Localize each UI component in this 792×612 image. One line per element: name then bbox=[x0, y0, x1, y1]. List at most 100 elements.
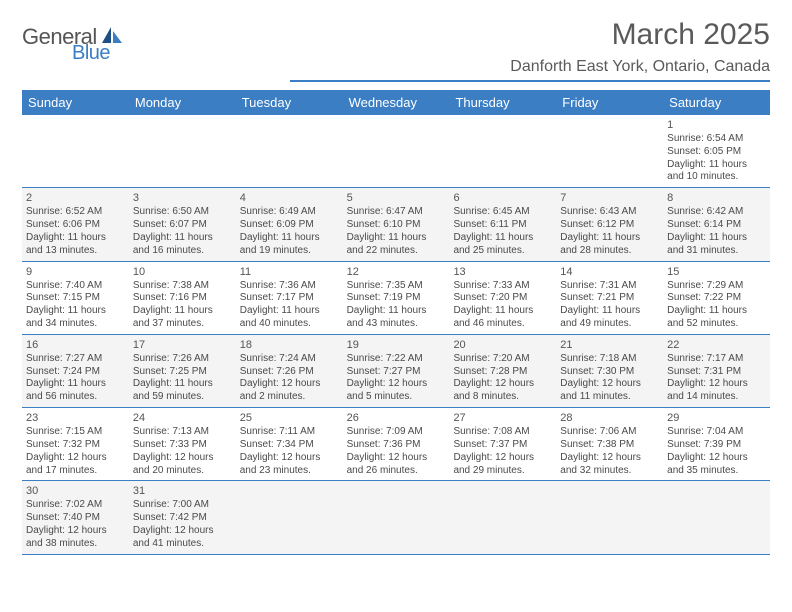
day-number: 31 bbox=[133, 484, 232, 498]
day-header: Monday bbox=[129, 90, 236, 115]
day-cell: 9Sunrise: 7:40 AMSunset: 7:15 PMDaylight… bbox=[22, 262, 129, 334]
day-number: 17 bbox=[133, 338, 232, 352]
sunset-text: Sunset: 7:32 PM bbox=[26, 439, 125, 452]
sunset-text: Sunset: 7:39 PM bbox=[667, 439, 766, 452]
sunset-text: Sunset: 6:06 PM bbox=[26, 219, 125, 232]
day-number: 23 bbox=[26, 411, 125, 425]
day2-text: and 35 minutes. bbox=[667, 465, 766, 478]
day2-text: and 31 minutes. bbox=[667, 245, 766, 258]
sunrise-text: Sunrise: 7:17 AM bbox=[667, 353, 766, 366]
day1-text: Daylight: 11 hours bbox=[347, 232, 446, 245]
location-text: Danforth East York, Ontario, Canada bbox=[290, 58, 770, 82]
day1-text: Daylight: 11 hours bbox=[240, 305, 339, 318]
sunrise-text: Sunrise: 7:04 AM bbox=[667, 426, 766, 439]
day-number: 2 bbox=[26, 191, 125, 205]
day-number: 6 bbox=[453, 191, 552, 205]
sunset-text: Sunset: 7:36 PM bbox=[347, 439, 446, 452]
sunset-text: Sunset: 6:07 PM bbox=[133, 219, 232, 232]
day1-text: Daylight: 11 hours bbox=[26, 305, 125, 318]
day2-text: and 10 minutes. bbox=[667, 171, 766, 184]
sunset-text: Sunset: 7:16 PM bbox=[133, 292, 232, 305]
week-row: 2Sunrise: 6:52 AMSunset: 6:06 PMDaylight… bbox=[22, 188, 770, 261]
week-row: 23Sunrise: 7:15 AMSunset: 7:32 PMDayligh… bbox=[22, 408, 770, 481]
day-cell: 16Sunrise: 7:27 AMSunset: 7:24 PMDayligh… bbox=[22, 335, 129, 407]
day-cell: 20Sunrise: 7:20 AMSunset: 7:28 PMDayligh… bbox=[449, 335, 556, 407]
empty-cell bbox=[236, 115, 343, 187]
day-number: 11 bbox=[240, 265, 339, 279]
sunset-text: Sunset: 7:26 PM bbox=[240, 366, 339, 379]
sunrise-text: Sunrise: 7:18 AM bbox=[560, 353, 659, 366]
day1-text: Daylight: 12 hours bbox=[240, 452, 339, 465]
day1-text: Daylight: 11 hours bbox=[347, 305, 446, 318]
day-number: 1 bbox=[667, 118, 766, 132]
day-header-row: Sunday Monday Tuesday Wednesday Thursday… bbox=[22, 90, 770, 115]
day-number: 21 bbox=[560, 338, 659, 352]
day-header: Sunday bbox=[22, 90, 129, 115]
day1-text: Daylight: 12 hours bbox=[453, 378, 552, 391]
sunset-text: Sunset: 6:14 PM bbox=[667, 219, 766, 232]
day1-text: Daylight: 11 hours bbox=[26, 232, 125, 245]
day2-text: and 59 minutes. bbox=[133, 391, 232, 404]
empty-cell bbox=[236, 481, 343, 553]
sunrise-text: Sunrise: 6:43 AM bbox=[560, 206, 659, 219]
day2-text: and 25 minutes. bbox=[453, 245, 552, 258]
day-cell: 1Sunrise: 6:54 AMSunset: 6:05 PMDaylight… bbox=[663, 115, 770, 187]
sunrise-text: Sunrise: 7:27 AM bbox=[26, 353, 125, 366]
day2-text: and 22 minutes. bbox=[347, 245, 446, 258]
day2-text: and 29 minutes. bbox=[453, 465, 552, 478]
logo-word2: Blue bbox=[72, 42, 110, 65]
header: General Blue March 2025 Danforth East Yo… bbox=[22, 18, 770, 82]
day1-text: Daylight: 12 hours bbox=[453, 452, 552, 465]
sunset-text: Sunset: 7:19 PM bbox=[347, 292, 446, 305]
day1-text: Daylight: 11 hours bbox=[667, 159, 766, 172]
sunrise-text: Sunrise: 7:00 AM bbox=[133, 499, 232, 512]
sunset-text: Sunset: 7:31 PM bbox=[667, 366, 766, 379]
sunrise-text: Sunrise: 7:33 AM bbox=[453, 280, 552, 293]
day2-text: and 46 minutes. bbox=[453, 318, 552, 331]
day-cell: 21Sunrise: 7:18 AMSunset: 7:30 PMDayligh… bbox=[556, 335, 663, 407]
day1-text: Daylight: 12 hours bbox=[133, 452, 232, 465]
day1-text: Daylight: 11 hours bbox=[453, 232, 552, 245]
day2-text: and 32 minutes. bbox=[560, 465, 659, 478]
day2-text: and 40 minutes. bbox=[240, 318, 339, 331]
sunrise-text: Sunrise: 7:29 AM bbox=[667, 280, 766, 293]
day-cell: 31Sunrise: 7:00 AMSunset: 7:42 PMDayligh… bbox=[129, 481, 236, 553]
day-cell: 27Sunrise: 7:08 AMSunset: 7:37 PMDayligh… bbox=[449, 408, 556, 480]
week-row: 16Sunrise: 7:27 AMSunset: 7:24 PMDayligh… bbox=[22, 335, 770, 408]
sunset-text: Sunset: 7:42 PM bbox=[133, 512, 232, 525]
sunrise-text: Sunrise: 7:35 AM bbox=[347, 280, 446, 293]
day2-text: and 11 minutes. bbox=[560, 391, 659, 404]
day-cell: 14Sunrise: 7:31 AMSunset: 7:21 PMDayligh… bbox=[556, 262, 663, 334]
sunset-text: Sunset: 7:25 PM bbox=[133, 366, 232, 379]
day-number: 19 bbox=[347, 338, 446, 352]
day-cell: 22Sunrise: 7:17 AMSunset: 7:31 PMDayligh… bbox=[663, 335, 770, 407]
day1-text: Daylight: 11 hours bbox=[453, 305, 552, 318]
sunrise-text: Sunrise: 7:38 AM bbox=[133, 280, 232, 293]
empty-cell bbox=[556, 115, 663, 187]
day1-text: Daylight: 11 hours bbox=[560, 232, 659, 245]
day-cell: 10Sunrise: 7:38 AMSunset: 7:16 PMDayligh… bbox=[129, 262, 236, 334]
day-cell: 30Sunrise: 7:02 AMSunset: 7:40 PMDayligh… bbox=[22, 481, 129, 553]
day1-text: Daylight: 11 hours bbox=[667, 232, 766, 245]
day-number: 27 bbox=[453, 411, 552, 425]
day-number: 30 bbox=[26, 484, 125, 498]
empty-cell bbox=[343, 115, 450, 187]
empty-cell bbox=[449, 115, 556, 187]
sunset-text: Sunset: 7:27 PM bbox=[347, 366, 446, 379]
day-cell: 12Sunrise: 7:35 AMSunset: 7:19 PMDayligh… bbox=[343, 262, 450, 334]
sunset-text: Sunset: 7:21 PM bbox=[560, 292, 659, 305]
day-number: 20 bbox=[453, 338, 552, 352]
sunrise-text: Sunrise: 7:31 AM bbox=[560, 280, 659, 293]
title-block: March 2025 Danforth East York, Ontario, … bbox=[290, 18, 770, 82]
sunset-text: Sunset: 6:09 PM bbox=[240, 219, 339, 232]
week-row: 9Sunrise: 7:40 AMSunset: 7:15 PMDaylight… bbox=[22, 262, 770, 335]
sunrise-text: Sunrise: 7:02 AM bbox=[26, 499, 125, 512]
day1-text: Daylight: 12 hours bbox=[240, 378, 339, 391]
day-number: 29 bbox=[667, 411, 766, 425]
sunrise-text: Sunrise: 7:11 AM bbox=[240, 426, 339, 439]
day-number: 14 bbox=[560, 265, 659, 279]
sunset-text: Sunset: 7:24 PM bbox=[26, 366, 125, 379]
day-cell: 15Sunrise: 7:29 AMSunset: 7:22 PMDayligh… bbox=[663, 262, 770, 334]
day-cell: 18Sunrise: 7:24 AMSunset: 7:26 PMDayligh… bbox=[236, 335, 343, 407]
empty-cell bbox=[129, 115, 236, 187]
